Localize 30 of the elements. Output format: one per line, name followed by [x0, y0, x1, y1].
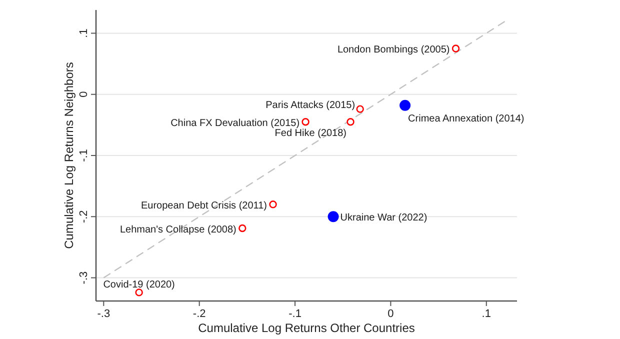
y-tick-label: -.1	[78, 149, 90, 162]
point	[346, 118, 354, 126]
annotation: Covid-19 (2020)	[103, 279, 175, 290]
point	[400, 100, 411, 111]
y-tick-label: -.3	[78, 271, 90, 284]
annotation: Ukraine War (2022)	[340, 212, 428, 224]
annotation: Lehman's Collapse (2008)	[120, 224, 236, 236]
annotation: China FX Devaluation (2015)	[170, 118, 300, 129]
x-tick-label: 0	[388, 308, 394, 320]
x-tick-label: -.1	[288, 308, 302, 320]
annotation: Fed Hike (2018)	[274, 128, 347, 139]
point	[302, 118, 310, 126]
point	[356, 105, 364, 113]
x-tick-label: .1	[482, 308, 491, 320]
y-tick-label: -.2	[78, 210, 90, 224]
point	[328, 211, 339, 222]
x-tick-label: -.3	[97, 308, 110, 320]
point	[269, 200, 277, 208]
y-tick-label: 0	[78, 91, 90, 98]
point	[238, 224, 246, 232]
point	[135, 288, 143, 296]
y-tick-label: .1	[78, 28, 90, 38]
annotation: European Debt Crisis (2011)	[141, 200, 268, 212]
annotation: Paris Attacks (2015)	[266, 100, 356, 112]
x-axis-title: Cumulative Log Returns Other Countries	[198, 321, 415, 335]
x-tick-label: -.2	[192, 308, 206, 320]
point	[452, 44, 460, 52]
annotation: London Bombings (2005)	[337, 44, 450, 56]
y-axis-title: Cumulative Log Returns Neighbors	[62, 62, 76, 249]
annotation: Crimea Annexation (2014)	[408, 113, 524, 124]
